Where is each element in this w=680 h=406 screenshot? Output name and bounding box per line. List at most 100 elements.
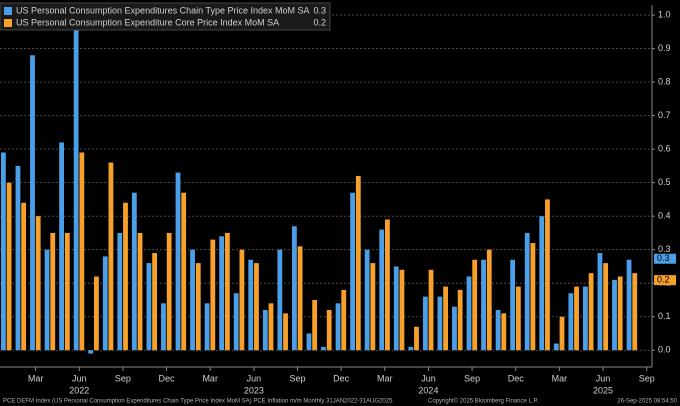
bar <box>239 249 245 351</box>
bar <box>21 202 27 351</box>
x-tick-label: Sep <box>115 373 131 383</box>
bar <box>530 242 536 351</box>
y-tick-label: 0.1 <box>658 311 671 321</box>
bar <box>195 263 201 351</box>
y-tick-label: 0.4 <box>658 211 671 221</box>
bar <box>428 269 434 351</box>
x-tick-label: Jun <box>596 373 611 383</box>
y-tick-label: 0.9 <box>658 43 671 53</box>
bar <box>495 310 501 351</box>
bar <box>603 263 609 351</box>
value-badge <box>654 253 676 264</box>
bar <box>30 55 35 351</box>
bar <box>123 202 128 351</box>
x-tick-label: Sep <box>464 373 480 383</box>
bar <box>443 286 448 351</box>
bar <box>408 346 414 351</box>
bar <box>50 232 56 351</box>
bar <box>370 263 376 351</box>
bar <box>190 249 195 351</box>
bar <box>35 216 41 351</box>
legend-value: 0.2 <box>313 17 326 27</box>
bar <box>254 263 259 351</box>
y-tick-label: 1.0 <box>658 9 671 19</box>
bar <box>335 303 341 351</box>
bar <box>166 232 172 351</box>
bar <box>385 219 390 351</box>
x-tick-label: Mar <box>202 373 218 383</box>
y-tick-label: 0.7 <box>658 110 671 120</box>
bar <box>452 306 457 351</box>
bar <box>59 142 64 351</box>
bar <box>94 276 99 351</box>
bar <box>283 313 288 351</box>
bar <box>515 286 521 351</box>
bar <box>457 289 463 351</box>
bar <box>224 232 230 351</box>
x-tick-label: Jun <box>247 373 262 383</box>
x-tick-label: Dec <box>159 373 176 383</box>
x-tick-label: Dec <box>333 373 350 383</box>
bar <box>79 152 85 351</box>
bar <box>88 350 94 354</box>
x-tick-label: Dec <box>508 373 525 383</box>
year-label: 2025 <box>593 385 613 395</box>
bar <box>108 162 114 351</box>
bar <box>268 303 274 351</box>
bar <box>321 346 326 351</box>
bar <box>161 303 166 351</box>
bar <box>588 273 594 351</box>
bar <box>137 232 143 351</box>
bar <box>1 152 6 351</box>
bar <box>146 263 152 351</box>
bar <box>481 259 486 351</box>
bar <box>341 289 347 351</box>
bar <box>6 182 12 351</box>
bar <box>262 310 268 351</box>
bar <box>510 259 516 351</box>
footer-copyright: Copyright© 2025 Bloomberg Finance L.P. <box>428 398 539 405</box>
legend-value: 0.3 <box>313 5 326 15</box>
legend-label: US Personal Consumption Expenditures Cha… <box>16 5 309 15</box>
bar <box>545 199 550 351</box>
bar <box>597 253 603 351</box>
bar <box>204 303 210 351</box>
bar <box>312 299 318 351</box>
bar <box>379 229 385 351</box>
value-badge-label: 0.2 <box>657 275 670 285</box>
year-label: 2024 <box>418 385 438 395</box>
bar <box>181 192 187 351</box>
bar <box>466 276 472 351</box>
x-tick-label: Sep <box>289 373 305 383</box>
legend-swatch <box>4 7 12 15</box>
bar <box>583 286 588 351</box>
bar <box>326 310 332 351</box>
bar <box>73 28 79 351</box>
y-tick-label: 0.8 <box>658 76 671 86</box>
x-tick-label: Mar <box>28 373 44 383</box>
bar <box>364 249 370 351</box>
bar <box>632 273 638 351</box>
bar <box>152 253 157 351</box>
footer-timestamp: 26-Sep-2025 08:54:50 <box>617 399 677 405</box>
bar <box>393 266 399 351</box>
bar <box>539 216 545 351</box>
bar <box>306 333 312 351</box>
bar <box>277 249 283 351</box>
bar <box>248 259 254 351</box>
bar <box>15 165 21 351</box>
bar <box>355 175 361 351</box>
bar <box>44 249 50 351</box>
bar <box>617 276 623 351</box>
y-tick-label: 0.3 <box>658 244 671 254</box>
bar <box>175 172 181 351</box>
y-tick-label: 0.6 <box>658 144 671 154</box>
x-tick-label: Jun <box>72 373 87 383</box>
legend-label: US Personal Consumption Expenditure Core… <box>16 17 279 27</box>
bar <box>210 239 216 351</box>
bar <box>117 232 123 351</box>
bar <box>422 296 428 351</box>
bar <box>102 256 108 351</box>
bar <box>437 296 443 351</box>
